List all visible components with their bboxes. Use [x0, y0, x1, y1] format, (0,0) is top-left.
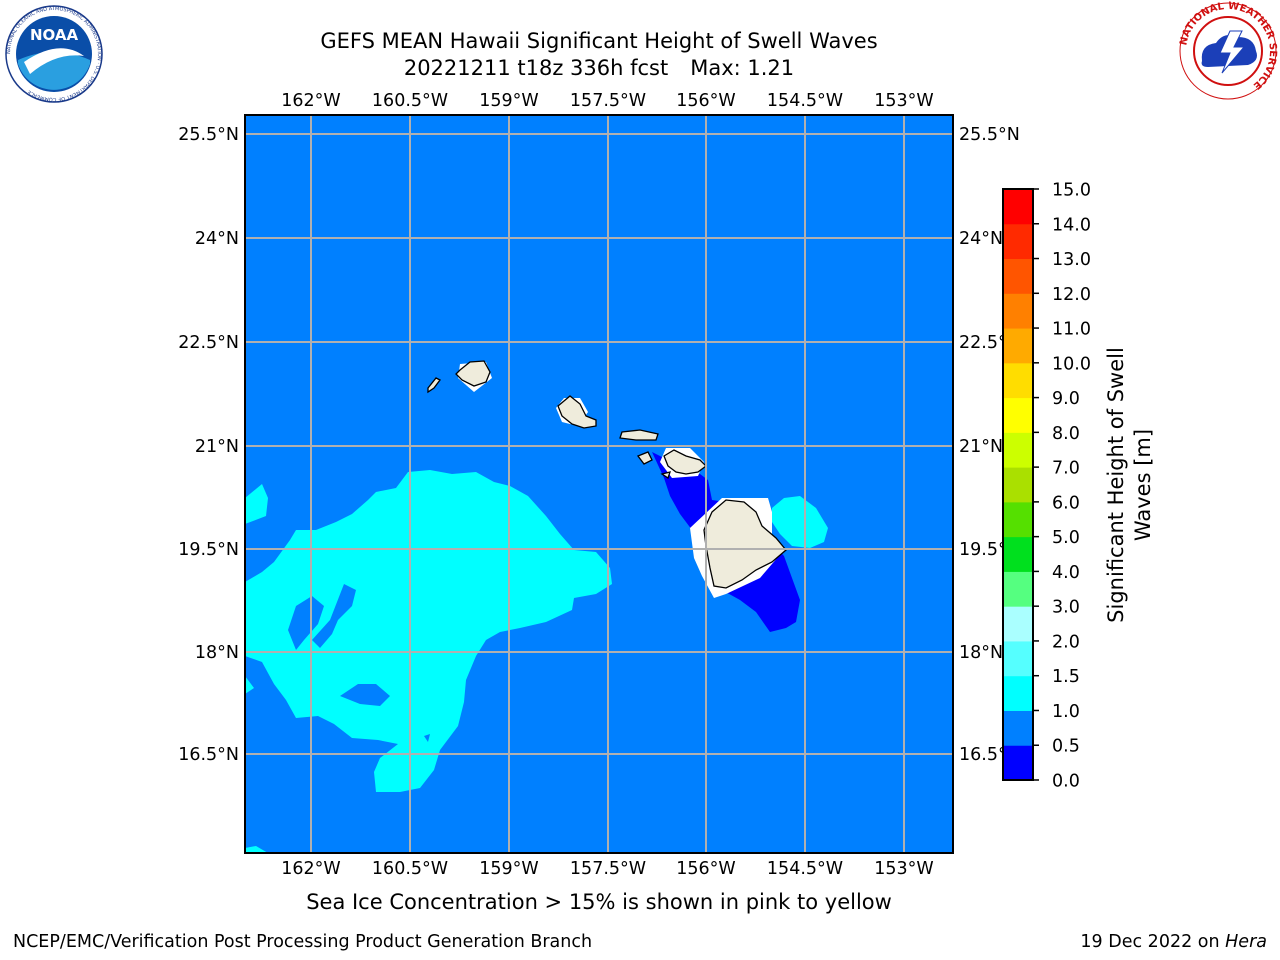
colorbar-tick-label: 3.0 [1052, 598, 1080, 618]
swell-region-1-1.5m-east-of-big-island [772, 496, 828, 548]
lon-label-bottom: 160.5°W [372, 859, 448, 879]
graticule [245, 115, 953, 853]
colorbar-label-line1: Significant Height of Swell [1104, 347, 1128, 623]
lon-label-bottom: 159°W [479, 859, 538, 879]
colorbar-segment [1003, 397, 1033, 433]
colorbar-tick-label: 1.0 [1052, 702, 1080, 722]
colorbar-segment [1003, 258, 1033, 294]
lon-label-bottom: 154.5°W [767, 859, 843, 879]
swell-region-0.5-1m-hole-small [424, 734, 430, 742]
map-frame [244, 114, 954, 854]
footer-date-text: 19 Dec 2022 on [1080, 932, 1226, 952]
colorbar-tick-label: 13.0 [1052, 250, 1091, 270]
colorbar-segment [1003, 223, 1033, 260]
footer-branch: NCEP/EMC/Verification Post Processing Pr… [13, 932, 593, 952]
lon-label-top: 156°W [676, 91, 735, 111]
colorbar-tick-label: 7.0 [1052, 459, 1080, 479]
lat-label-right: 25.5°N [959, 125, 1020, 145]
lon-label-top: 162°W [281, 91, 340, 111]
colorbar-tick-label: 12.0 [1052, 285, 1091, 305]
swell-region-1-1.5m-south-west [245, 676, 254, 694]
colorbar-tick-label: 5.0 [1052, 528, 1080, 548]
island-kauai [455, 360, 491, 387]
colorbar-segment [1003, 501, 1033, 538]
island-maui [663, 449, 707, 475]
colorbar-tick-label: 9.0 [1052, 389, 1080, 409]
colorbar-label-line2: Waves [m] [1131, 429, 1155, 541]
colorbar-tick-label: 11.0 [1052, 320, 1091, 340]
colorbar-segment [1003, 362, 1033, 399]
forecast-run-label: 20221211 t18z 336h fcst [403, 56, 669, 80]
colorbar-tick-label: 15.0 [1052, 181, 1091, 201]
lat-label-right: 21°N [959, 437, 1003, 457]
swell-region-0.5-1m-inlet-east [540, 686, 560, 722]
colorbar-tick-label: 0.0 [1052, 772, 1080, 792]
lon-label-top: 153°W [874, 91, 933, 111]
colorbar-tick-label: 1.5 [1052, 667, 1080, 687]
island-niihau [427, 377, 441, 394]
nws-logo-icon: NATIONAL WEATHER SERVICE [1178, 1, 1278, 100]
colorbar-segment [1003, 606, 1033, 642]
lat-label-left: 21°N [195, 437, 239, 457]
colorbar-tick-label: 14.0 [1052, 215, 1091, 235]
lon-label-bottom: 157.5°W [570, 859, 646, 879]
lon-label-top: 157.5°W [570, 91, 646, 111]
colorbar-frame [1002, 188, 1034, 781]
lat-label-left: 24°N [195, 229, 239, 249]
colorbar-segment [1003, 432, 1033, 468]
swell-region-0.5-1m-hole-south [340, 684, 390, 706]
chart-title: GEFS MEAN Hawaii Significant Height of S… [320, 29, 878, 53]
lon-label-top: 160.5°W [372, 91, 448, 111]
island-lanai [636, 451, 653, 465]
island-molokai [619, 429, 659, 441]
lat-label-left: 19.5°N [178, 540, 239, 560]
chart-subtitle: 20221211 t18z 336h fcst Max: 1.21 [245, 55, 953, 81]
footer-machine: Hera [1225, 932, 1267, 952]
swell-region-1-1.5m-west-tip [245, 484, 268, 524]
island-kahoolawe [660, 471, 671, 480]
swell-region-0.5-1m-hole-west [288, 596, 324, 650]
noaa-logo-icon: NOAA NATIONAL OCEANIC AND ATMOSPHERIC AD… [5, 5, 103, 103]
sea-ice-footnote: Sea Ice Concentration > 15% is shown in … [306, 890, 892, 914]
colorbar-segment [1003, 536, 1033, 572]
colorbar-segment [1003, 571, 1033, 607]
colorbar-segment [1003, 675, 1033, 711]
swell-region-0.5-1m-hole-inner [312, 584, 356, 648]
lon-label-bottom: 162°W [281, 859, 340, 879]
colorbar-segment [1003, 467, 1033, 503]
colorbar-segment [1003, 710, 1033, 746]
ocean-background [245, 115, 953, 853]
lat-label-left: 16.5°N [178, 745, 239, 765]
colorbar: 0.0 0.5 1.0 1.5 2.0 3.0 4.0 5.0 6.0 7.0 8.0 9.0 10.0… [1002, 181, 1091, 792]
lat-label-left: 22.5°N [178, 333, 239, 353]
colorbar-tick-label: 0.5 [1052, 737, 1080, 757]
colorbar-tick-label: 6.0 [1052, 493, 1080, 513]
colorbar-segment [1003, 640, 1033, 677]
max-value-label: Max: 1.21 [690, 56, 795, 80]
lon-label-bottom: 156°W [676, 859, 735, 879]
lon-label-bottom: 153°W [874, 859, 933, 879]
swell-region-1-1.5m-main [245, 470, 612, 792]
lat-label-left: 18°N [195, 643, 239, 663]
colorbar-tick-label: 10.0 [1052, 354, 1091, 374]
lon-label-top: 159°W [479, 91, 538, 111]
island-oahu [557, 395, 597, 429]
colorbar-tick-label: 2.0 [1052, 632, 1080, 652]
colorbar-segment [1003, 328, 1033, 364]
colorbar-segment [1003, 189, 1033, 225]
noaa-logo-text: NOAA [30, 26, 79, 44]
colorbar-tick-label: 4.0 [1052, 563, 1080, 583]
island-hawaii [703, 499, 787, 589]
colorbar-segment [1003, 745, 1033, 781]
footer-date: 19 Dec 2022 on Hera [1080, 932, 1267, 952]
swell-region-1-1.5m-southwest-corner [245, 846, 268, 853]
lat-label-right: 24°N [959, 229, 1003, 249]
lat-label-left: 25.5°N [178, 125, 239, 145]
colorbar-segment [1003, 293, 1033, 329]
colorbar-tick-label: 8.0 [1052, 424, 1080, 444]
lat-label-right: 18°N [959, 643, 1003, 663]
lon-label-top: 154.5°W [767, 91, 843, 111]
